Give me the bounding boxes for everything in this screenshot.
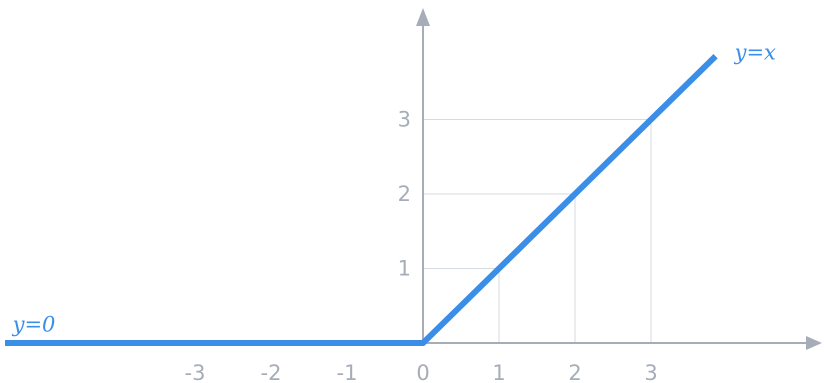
y-tick-label: 3 <box>398 108 411 132</box>
x-tick-label: 1 <box>492 361 505 383</box>
grid-layer <box>423 119 652 343</box>
x-tick-label: -3 <box>185 361 206 383</box>
relu-line <box>5 54 718 346</box>
y-axis-arrow <box>416 8 430 26</box>
annotation-layer: y=x y=0 <box>12 40 776 336</box>
x-tick-label: 3 <box>644 361 657 383</box>
x-tick-label: -1 <box>337 361 358 383</box>
y-tick-label: 2 <box>398 182 411 206</box>
x-tick-label: 2 <box>568 361 581 383</box>
series-annotation: y=0 <box>12 312 56 336</box>
x-tick-label: -2 <box>261 361 282 383</box>
x-axis-arrow <box>806 336 822 350</box>
x-tick-label: 0 <box>416 361 429 383</box>
series-annotation: y=x <box>734 40 776 64</box>
tick-layer: -3 -2 -1 0 1 2 3 1 2 3 <box>185 108 658 383</box>
axis-layer <box>5 8 822 350</box>
series-layer <box>5 54 718 346</box>
y-tick-label: 1 <box>398 257 411 281</box>
